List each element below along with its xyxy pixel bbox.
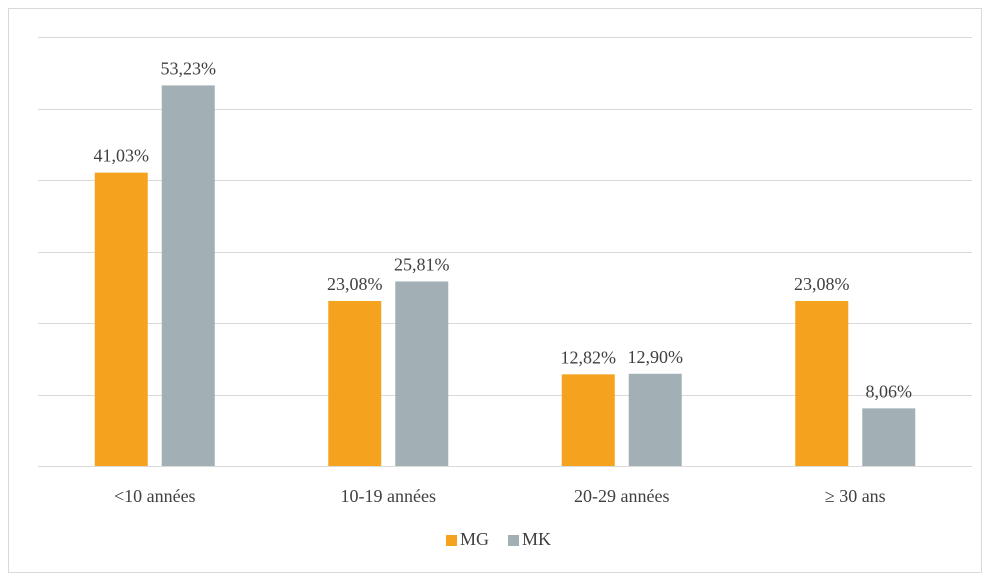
- legend-swatch-mg: [446, 535, 457, 546]
- data-label-mg-1: 23,08%: [327, 274, 383, 294]
- legend-label-mk: MK: [522, 529, 551, 549]
- legend-item-mk: MK: [508, 529, 551, 549]
- bar-mk-0: [161, 85, 215, 466]
- legend-label-mg: MG: [460, 529, 489, 549]
- legend: MG MK: [446, 529, 551, 549]
- x-tick-label-2: 20-29 années: [574, 486, 669, 506]
- data-label-mg-0: 41,03%: [94, 146, 150, 166]
- data-label-mg-2: 12,82%: [561, 347, 617, 367]
- x-tick-label-1: 10-19 années: [341, 486, 436, 506]
- data-label-mk-3: 8,06%: [866, 381, 913, 401]
- legend-swatch-mk: [508, 535, 519, 546]
- legend-item-mg: MG: [446, 529, 489, 549]
- x-tick-label-0: <10 années: [114, 486, 196, 506]
- data-label-mg-3: 23,08%: [794, 274, 850, 294]
- bar-mg-3: [795, 300, 849, 466]
- bar-mk-3: [862, 408, 916, 466]
- bars: [94, 85, 916, 466]
- data-label-mk-2: 12,90%: [628, 347, 684, 367]
- data-labels: 41,03% 53,23% 23,08% 25,81% 12,82% 12,90% 23,0…: [94, 58, 913, 401]
- x-axis-tick-labels: <10 années 10-19 années 20-29 années ≥ 30 a…: [114, 486, 886, 506]
- bar-mg-0: [94, 172, 148, 466]
- data-label-mk-1: 25,81%: [394, 254, 450, 274]
- bar-mk-2: [628, 373, 682, 466]
- data-label-mk-0: 53,23%: [161, 58, 217, 78]
- bar-mk-1: [395, 281, 449, 466]
- bar-mg-1: [328, 300, 382, 466]
- bar-mg-2: [561, 374, 615, 466]
- x-tick-label-3: ≥ 30 ans: [825, 486, 886, 506]
